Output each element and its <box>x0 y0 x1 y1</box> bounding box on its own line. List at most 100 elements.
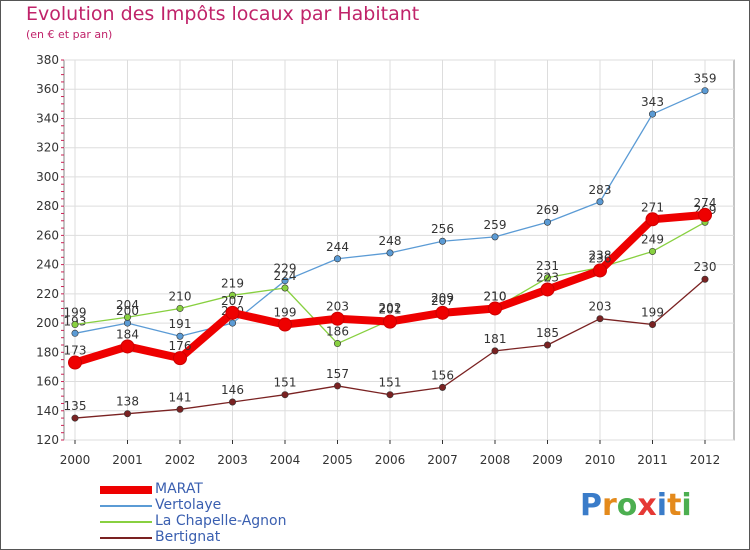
data-point-bertignat <box>386 391 394 399</box>
legend-swatch-vertolaye <box>100 505 152 507</box>
y-tick-label: 280 <box>36 199 59 213</box>
legend-item-marat[interactable]: MARAT <box>100 481 360 498</box>
data-label-bertignat: 203 <box>589 300 612 314</box>
data-point-bertignat <box>124 410 132 418</box>
y-tick-label: 120 <box>36 433 59 447</box>
data-point-marat <box>225 305 240 320</box>
legend-swatch-la-chapelle-agnon <box>100 521 152 523</box>
data-label-marat: 173 <box>64 344 87 358</box>
data-label-la-chapelle-agnon: 219 <box>221 276 244 290</box>
data-label-bertignat: 230 <box>694 260 717 274</box>
data-label-vertolaye: 256 <box>431 222 454 236</box>
data-label-la-chapelle-agnon: 186 <box>326 325 349 339</box>
data-label-bertignat: 157 <box>326 367 349 381</box>
data-point-bertignat <box>229 398 237 406</box>
x-tick-label: 2001 <box>112 453 143 467</box>
data-label-la-chapelle-agnon: 199 <box>64 306 87 320</box>
data-label-la-chapelle-agnon: 204 <box>116 298 139 312</box>
data-point-la-chapelle-agnon <box>71 321 79 329</box>
data-point-vertolaye <box>596 198 604 206</box>
data-point-marat <box>278 317 292 332</box>
data-point-bertignat <box>491 347 499 355</box>
data-point-marat <box>698 207 712 222</box>
x-tick-label: 2005 <box>322 453 353 467</box>
x-tick-label: 2004 <box>270 453 301 467</box>
data-label-marat: 207 <box>221 294 244 308</box>
data-point-bertignat <box>438 383 446 391</box>
y-tick-label: 260 <box>36 228 59 242</box>
data-label-vertolaye: 200 <box>116 304 139 318</box>
data-label-la-chapelle-agnon: 231 <box>536 259 559 273</box>
data-label-la-chapelle-agnon: 224 <box>274 269 297 283</box>
data-point-bertignat <box>648 321 656 329</box>
data-point-marat <box>330 311 345 326</box>
data-point-vertolaye <box>648 110 656 118</box>
x-tick-label: 2011 <box>637 453 668 467</box>
data-point-marat <box>120 339 135 354</box>
x-tick-label: 2007 <box>427 453 458 467</box>
data-label-vertolaye: 229 <box>274 262 297 276</box>
data-point-la-chapelle-agnon <box>229 291 237 299</box>
legend-item-bertignat[interactable]: Bertignat <box>100 529 360 546</box>
data-label-vertolaye: 343 <box>641 95 664 109</box>
data-label-vertolaye: 248 <box>379 234 402 248</box>
data-label-marat: 176 <box>169 339 192 353</box>
y-tick-label: 180 <box>36 345 59 359</box>
x-tick-label: 2000 <box>60 453 91 467</box>
data-point-marat <box>645 212 660 227</box>
data-label-marat: 223 <box>536 270 559 284</box>
y-tick-label: 240 <box>36 258 59 272</box>
data-point-la-chapelle-agnon <box>648 247 656 255</box>
data-label-marat: 207 <box>431 294 454 308</box>
y-tick-label: 140 <box>36 404 59 418</box>
data-point-vertolaye <box>71 329 79 337</box>
x-tick-label: 2002 <box>165 453 196 467</box>
legend-item-la-chapelle-agnon[interactable]: La Chapelle-Agnon <box>100 513 360 530</box>
data-label-la-chapelle-agnon: 210 <box>484 289 507 303</box>
chart-title: Evolution des Impôts locaux par Habitant <box>26 3 420 25</box>
data-label-bertignat: 146 <box>221 383 244 397</box>
data-label-vertolaye: 269 <box>536 203 559 217</box>
y-tick-label: 380 <box>36 53 59 67</box>
x-tick-label: 2008 <box>480 453 511 467</box>
data-point-vertolaye <box>491 233 499 241</box>
data-label-bertignat: 181 <box>484 332 507 346</box>
y-tick-label: 160 <box>36 375 59 389</box>
data-point-vertolaye <box>386 249 394 257</box>
data-point-marat <box>540 282 555 297</box>
data-point-vertolaye <box>229 319 237 327</box>
data-point-marat <box>383 314 397 329</box>
data-point-la-chapelle-agnon <box>124 313 132 321</box>
data-label-vertolaye: 359 <box>694 72 717 86</box>
data-point-vertolaye <box>543 218 551 226</box>
data-label-marat: 274 <box>694 196 717 210</box>
data-label-la-chapelle-agnon: 202 <box>379 301 402 315</box>
y-tick-label: 360 <box>36 82 59 96</box>
data-label-la-chapelle-agnon: 209 <box>431 291 454 305</box>
legend-label-la-chapelle-agnon: La Chapelle-Agnon <box>155 513 287 529</box>
data-point-la-chapelle-agnon <box>333 340 341 348</box>
data-label-la-chapelle-agnon: 249 <box>641 232 664 246</box>
legend-label-marat: MARAT <box>155 481 203 497</box>
x-tick-label: 2003 <box>217 453 248 467</box>
data-label-bertignat: 151 <box>379 376 402 390</box>
data-point-vertolaye <box>438 237 446 245</box>
data-point-bertignat <box>596 315 604 323</box>
y-tick-label: 220 <box>36 287 59 301</box>
data-label-vertolaye: 191 <box>169 317 192 331</box>
data-point-vertolaye <box>701 87 709 95</box>
y-tick-label: 320 <box>36 141 59 155</box>
data-label-marat: 236 <box>589 251 612 265</box>
legend-item-vertolaye[interactable]: Vertolaye <box>100 497 360 514</box>
data-label-bertignat: 151 <box>274 376 297 390</box>
y-tick-label: 340 <box>36 111 59 125</box>
data-label-bertignat: 185 <box>536 326 559 340</box>
data-point-marat <box>488 301 502 316</box>
data-point-bertignat <box>71 414 79 422</box>
data-point-bertignat <box>281 391 289 399</box>
data-label-bertignat: 199 <box>641 306 664 320</box>
data-label-marat: 271 <box>641 200 664 214</box>
data-point-marat <box>593 263 607 278</box>
data-label-marat: 210 <box>484 289 507 303</box>
